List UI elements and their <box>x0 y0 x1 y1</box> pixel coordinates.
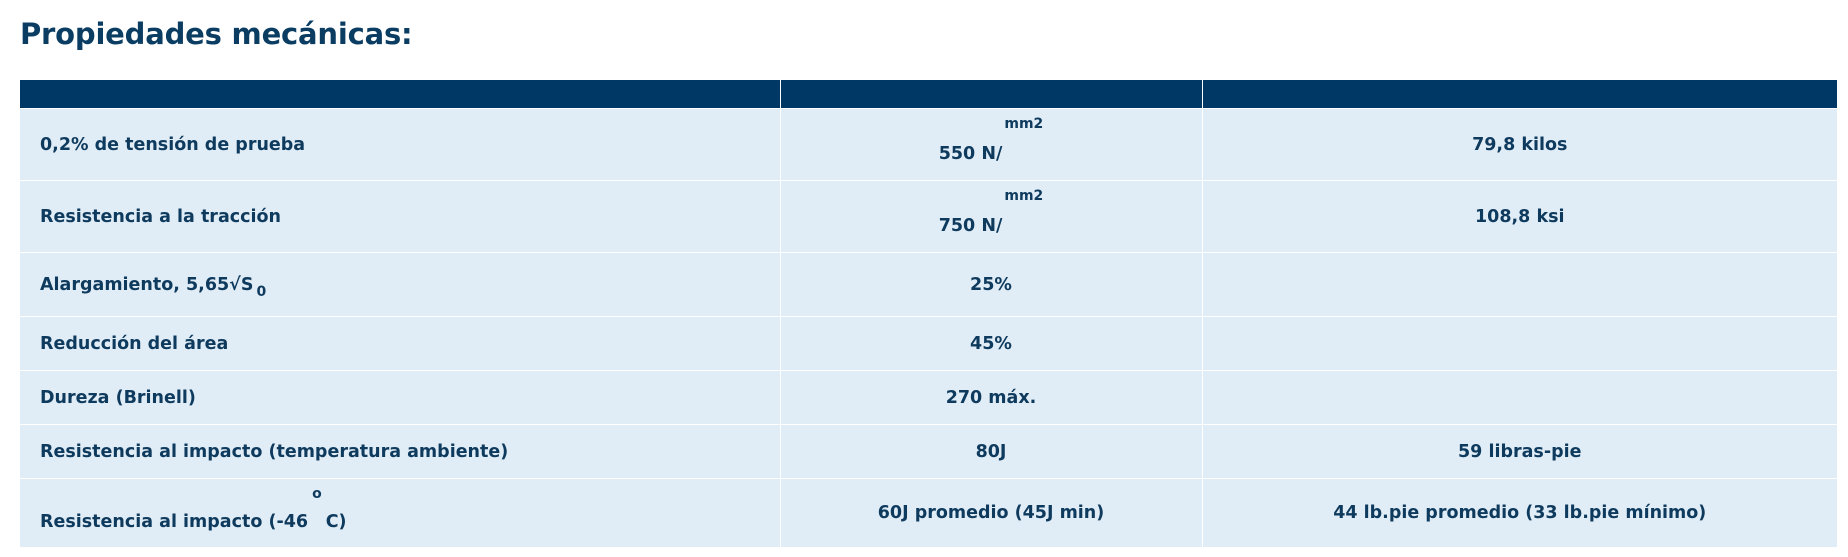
metric-cell: 45% <box>780 316 1203 371</box>
mechanical-properties-table: 0,2% de tensión de prueba 550 N/mm2 79,8… <box>20 80 1837 547</box>
metric-unit-superscript: mm2 <box>1004 115 1044 132</box>
table-row: Alargamiento, 5,65√S 0 25% <box>20 252 1837 317</box>
table-row: Resistencia a la tracción 750 N/mm2 108,… <box>20 180 1837 253</box>
imperial-cell <box>1202 252 1837 317</box>
property-cell: Dureza (Brinell) <box>20 370 781 425</box>
imperial-cell: 44 lb.pie promedio (33 lb.pie mínimo) <box>1202 478 1837 547</box>
property-text: Alargamiento, 5,65√S <box>40 274 254 295</box>
table-row: Dureza (Brinell) 270 máx. <box>20 370 1837 425</box>
degree-superscript: o <box>312 486 322 502</box>
property-cell: 0,2% de tensión de prueba <box>20 108 781 181</box>
header-cell-imperial <box>1202 80 1837 109</box>
metric-value: 550 N/ <box>938 143 1003 164</box>
metric-cell: 750 N/mm2 <box>780 180 1203 253</box>
property-cell: Reducción del área <box>20 316 781 371</box>
metric-unit-superscript: mm2 <box>1004 187 1044 204</box>
metric-cell: 60J promedio (45J min) <box>780 478 1203 547</box>
imperial-cell: 108,8 ksi <box>1202 180 1837 253</box>
table-header <box>20 80 1837 109</box>
header-cell-property <box>20 80 781 109</box>
imperial-cell: 79,8 kilos <box>1202 108 1837 181</box>
property-text: Resistencia al impacto (-46 <box>40 512 309 532</box>
property-cell: Resistencia al impacto (-46oC) <box>20 478 781 547</box>
page-title: Propiedades mecánicas: <box>20 17 413 51</box>
property-subscript: 0 <box>256 283 267 300</box>
metric-value: 750 N/ <box>938 215 1003 236</box>
metric-cell: 550 N/mm2 <box>780 108 1203 181</box>
property-cell: Resistencia al impacto (temperatura ambi… <box>20 424 781 479</box>
table-header-row <box>20 80 1837 109</box>
property-text-suffix: C) <box>325 512 347 532</box>
metric-cell: 270 máx. <box>780 370 1203 425</box>
table-row: 0,2% de tensión de prueba 550 N/mm2 79,8… <box>20 108 1837 181</box>
table-row: Reducción del área 45% <box>20 316 1837 371</box>
property-cell: Resistencia a la tracción <box>20 180 781 253</box>
imperial-cell <box>1202 316 1837 371</box>
imperial-cell: 59 libras-pie <box>1202 424 1837 479</box>
property-cell: Alargamiento, 5,65√S 0 <box>20 252 781 317</box>
metric-cell: 80J <box>780 424 1203 479</box>
table-row: Resistencia al impacto (temperatura ambi… <box>20 424 1837 479</box>
imperial-cell <box>1202 370 1837 425</box>
table-row: Resistencia al impacto (-46oC) 60J prome… <box>20 478 1837 547</box>
header-cell-metric <box>780 80 1203 109</box>
metric-cell: 25% <box>780 252 1203 317</box>
